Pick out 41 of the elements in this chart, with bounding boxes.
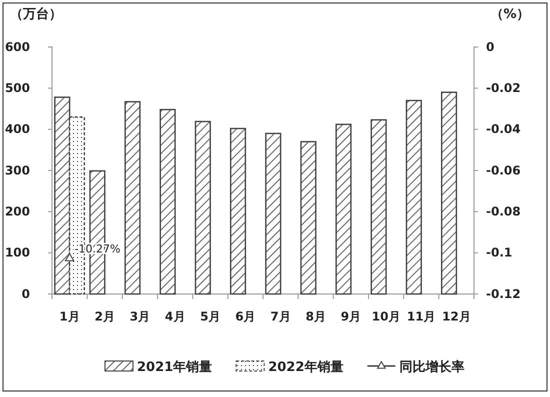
x-tick-label: 5月: [200, 310, 220, 324]
x-tick-label: 8月: [306, 310, 326, 324]
y-tick-label: 400: [4, 122, 30, 136]
x-tick-label: 6月: [235, 310, 256, 324]
bar: [194, 120, 211, 295]
y-axis-title: （万台）: [10, 6, 62, 22]
bar: [335, 124, 352, 295]
y2-axis-title: （%）: [490, 7, 530, 22]
x-tick-label: 10月: [372, 310, 400, 324]
y2-tick-label: 0: [486, 40, 494, 54]
x-tick-label: 12月: [442, 310, 471, 324]
y2-tick-label: -0.02: [486, 81, 521, 96]
x-tick-label: 2月: [94, 310, 115, 324]
x-tick-label: 1月: [59, 310, 80, 324]
bar: [370, 119, 387, 295]
x-tick-label: 9月: [340, 310, 362, 324]
bar: [265, 132, 282, 295]
bar: [230, 128, 246, 295]
y2-tick-label: -0.04: [486, 122, 521, 136]
x-tick-label: 7月: [270, 310, 291, 324]
bar: [160, 108, 176, 295]
y-tick-label: 500: [4, 81, 30, 96]
legend-label: 同比增长率: [399, 359, 464, 375]
x-tick-label: 3月: [130, 310, 150, 324]
y-tick-label: 200: [4, 204, 30, 219]
y2-tick-label: -0.06: [486, 163, 521, 178]
y-tick-label: 600: [4, 40, 30, 54]
y2-tick-label: -0.12: [486, 286, 521, 301]
legend-label: 2021年销量: [137, 360, 212, 375]
legend-label: 2022年销量: [268, 360, 344, 375]
y2-tick-label: -0.08: [486, 204, 521, 219]
y2-tick-label: -0.1: [486, 246, 512, 260]
x-tick-label: 4月: [164, 310, 186, 324]
y-tick-label: 100: [4, 246, 30, 260]
y-tick-label: 300: [4, 163, 30, 178]
bar: [440, 92, 458, 295]
y-tick-label: 0: [22, 286, 30, 301]
bar: [300, 141, 316, 295]
x-tick-label: 11月: [406, 310, 436, 324]
bar: [124, 101, 141, 295]
bar: [406, 100, 422, 295]
